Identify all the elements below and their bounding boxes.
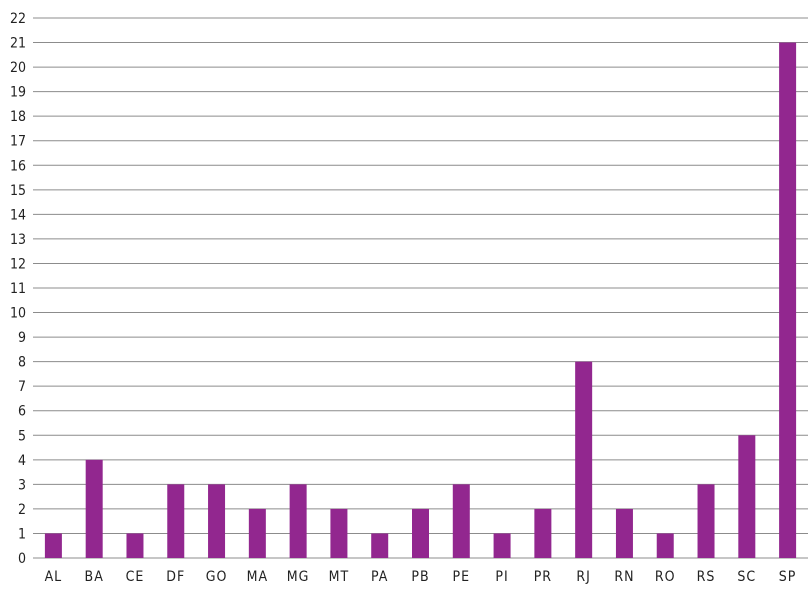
y-tick-label: 6 [18,404,26,420]
bar-sc [738,435,756,558]
bar-al [44,533,62,558]
y-tick-label: 19 [10,85,26,101]
bar-pb [412,508,429,558]
y-tick-label: 18 [10,109,26,125]
y-tick-label: 10 [10,306,26,322]
y-tick-label: 3 [18,477,26,493]
y-tick-label: 4 [18,453,26,469]
bar-pi [493,533,511,558]
x-tick-label-ro: RO [655,569,676,585]
x-tick-label-rn: RN [614,569,634,585]
bar-df [167,484,185,558]
y-tick-label: 9 [18,330,26,346]
x-tick-label-ma: MA [247,569,268,585]
y-tick-label: 2 [18,502,26,518]
x-tick-label-sp: SP [779,569,797,585]
y-tick-label: 7 [18,379,26,395]
x-tick-label-rj: RJ [576,569,590,585]
y-tick-label: 15 [10,183,26,199]
y-tick-label: 8 [18,355,26,371]
bar-layer [44,42,797,558]
y-tick-label: 13 [10,232,26,248]
bar-go [208,484,226,558]
y-tick-label: 1 [18,526,26,542]
bar-rj [575,361,593,558]
y-tick-label: 20 [10,60,26,76]
x-tick-label-mg: MG [287,569,310,585]
bar-rs [697,484,715,558]
bar-ma [248,508,266,558]
bar-sp [779,42,797,558]
x-tick-label-df: DF [166,569,185,585]
bar-pa [371,533,389,558]
x-tick-label-sc: SC [737,569,756,585]
x-tick-labels: AL BA CE DF GO MA MG MT PA PB PE PI PR RJ RN RO RS SC SP [45,569,797,585]
x-tick-label-pe: PE [453,569,471,585]
y-tick-label: 11 [10,281,26,297]
x-tick-label-al: AL [45,569,63,585]
x-tick-label-pi: PI [495,569,508,585]
x-tick-label-ce: CE [126,569,145,585]
y-tick-label: 0 [18,551,26,567]
y-tick-label: 17 [10,134,26,150]
bar-ce [126,533,144,558]
x-tick-label-pa: PA [371,569,388,585]
bar-mt [330,508,348,558]
y-tick-label: 5 [18,428,26,444]
x-tick-label-mt: MT [329,569,350,585]
x-tick-label-pb: PB [411,569,429,585]
bar-ba [85,459,103,558]
x-tick-label-ba: BA [85,569,104,585]
x-tick-label-rs: RS [697,569,716,585]
bar-pe [452,484,470,558]
bar-ro [656,533,674,558]
y-tick-label: 12 [10,256,26,272]
bar-mg [289,484,307,558]
y-tick-label: 14 [10,207,26,223]
x-tick-label-go: GO [206,569,228,585]
bar-rn [615,508,633,558]
y-tick-label: 22 [10,11,26,27]
y-tick-label: 16 [10,158,26,174]
bar-pr [534,508,552,558]
grid-layer [33,17,808,559]
y-tick-label: 21 [10,36,26,52]
x-tick-label-pr: PR [534,569,552,585]
